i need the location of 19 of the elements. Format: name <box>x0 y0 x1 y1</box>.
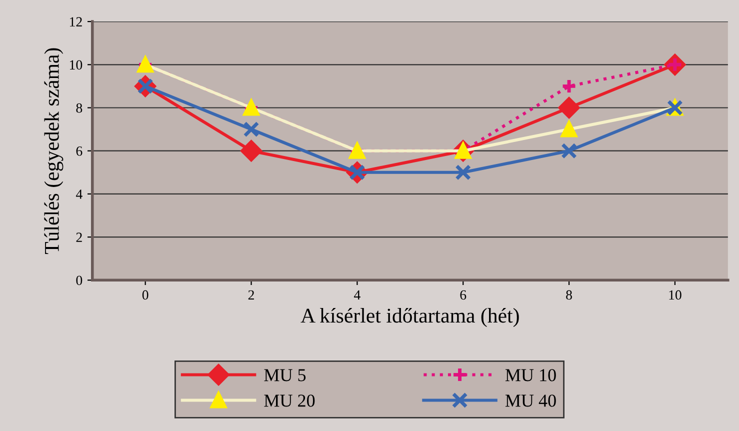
y-axis-title: Túlélés (egyedek száma) <box>44 48 64 254</box>
y-tick-label: 0 <box>76 276 82 286</box>
x-tick-label: 0 <box>142 290 148 300</box>
y-tick-label: 8 <box>76 103 82 113</box>
y-tick-label: 2 <box>76 232 82 242</box>
x-tick-label: 4 <box>354 290 360 300</box>
x-tick-label: 8 <box>566 290 572 300</box>
y-tick-label: 10 <box>70 60 82 70</box>
legend-label: MU 20 <box>264 394 315 407</box>
x-tick-label: 6 <box>460 290 466 300</box>
x-axis-title: A kísérlet időtartama (hét) <box>300 308 519 327</box>
y-tick-label: 6 <box>76 146 82 156</box>
legend-label: MU 5 <box>264 369 306 382</box>
legend-label: MU 10 <box>505 369 556 382</box>
y-tick-label: 12 <box>70 17 82 26</box>
x-tick-label: 2 <box>248 290 254 300</box>
x-tick-label: 10 <box>669 290 682 300</box>
legend-label: MU 40 <box>505 394 556 407</box>
y-tick-label: 4 <box>76 190 82 199</box>
